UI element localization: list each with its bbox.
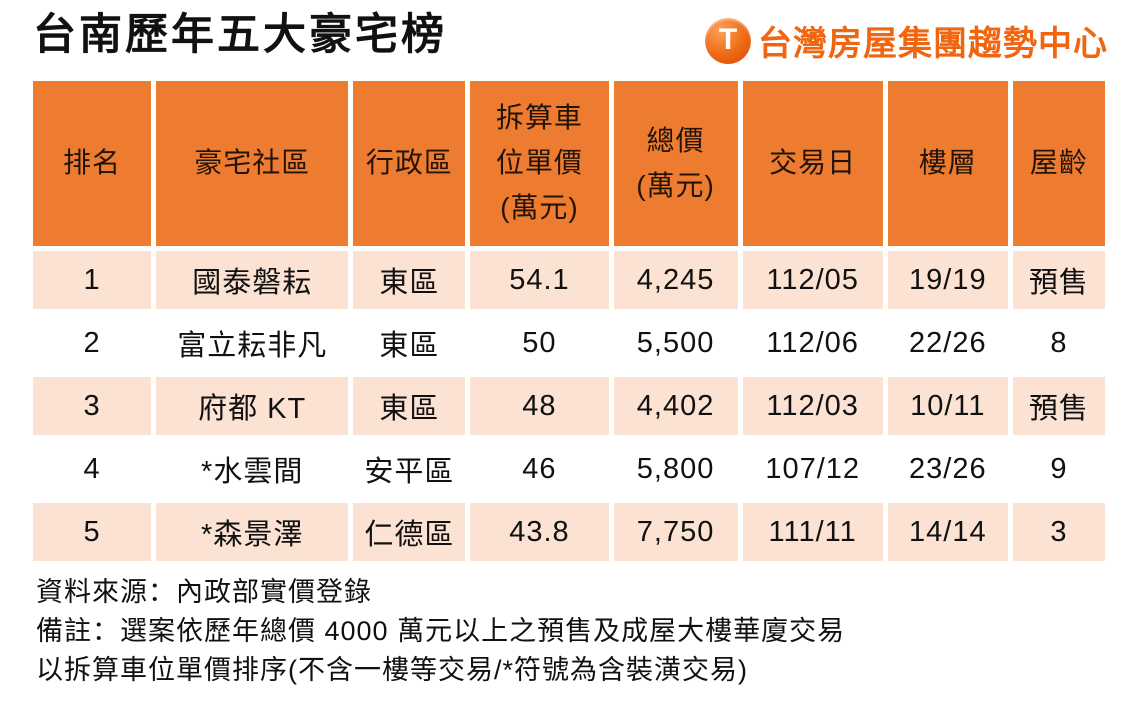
cell-r4-c4: 5,800 <box>613 440 738 498</box>
footnote-3: 以拆算車位單價排序(不含一樓等交易/*符號為含裝潢交易) <box>36 655 748 685</box>
column-header-0: 排名 <box>33 81 152 246</box>
column-header-7: 屋齡 <box>1012 81 1105 246</box>
cell-r3-c7: 預售 <box>1012 377 1105 435</box>
cell-r2-c5: 112/06 <box>742 314 883 372</box>
cell-r1-c6: 19/19 <box>887 251 1008 309</box>
table-body: 1 國泰磐耘 東區 54.1 4,245 112/05 19/19 預售 2 富立耘非凡 東區 50 5… <box>33 251 1105 561</box>
column-header-2: 行政區 <box>353 81 466 246</box>
cell-r5-c5: 111/11 <box>742 503 883 561</box>
cell-r5-c7: 3 <box>1012 503 1105 561</box>
cell-r2-c6: 22/26 <box>887 314 1008 372</box>
table-row-2: 2 富立耘非凡 東區 50 5,500 112/06 22/26 8 <box>33 314 1105 372</box>
cell-r3-c5: 112/03 <box>742 377 883 435</box>
cell-r1-c1: 國泰磐耘 <box>156 251 349 309</box>
footnote-1: 資料來源：內政部實價登錄 <box>36 577 372 607</box>
top-bar: 台南歷年五大豪宅榜 T 台灣房屋集團趨勢中心 <box>0 0 1138 76</box>
brand-logo: T 台灣房屋集團趨勢中心 <box>705 16 1108 65</box>
table-row-1: 1 國泰磐耘 東區 54.1 4,245 112/05 19/19 預售 <box>33 251 1105 309</box>
cell-r5-c3: 43.8 <box>470 503 609 561</box>
table-row-5: 5 *森景澤 仁德區 43.8 7,750 111/11 14/14 3 <box>33 503 1105 561</box>
footnotes: 資料來源：內政部實價登錄備註：選案依歷年總價 4000 萬元以上之預售及成屋大樓… <box>36 573 1138 690</box>
column-header-4: 總價 (萬元) <box>613 81 738 246</box>
cell-r1-c5: 112/05 <box>742 251 883 309</box>
cell-r2-c3: 50 <box>470 314 609 372</box>
column-header-1: 豪宅社區 <box>156 81 349 246</box>
cell-r5-c2: 仁德區 <box>353 503 466 561</box>
cell-r5-c6: 14/14 <box>887 503 1008 561</box>
cell-r4-c3: 46 <box>470 440 609 498</box>
brand-logo-icon: T <box>705 17 751 64</box>
cell-r5-c0: 5 <box>33 503 152 561</box>
cell-r3-c1: 府都 KT <box>156 377 349 435</box>
cell-r1-c0: 1 <box>33 251 152 309</box>
cell-r1-c3: 54.1 <box>470 251 609 309</box>
cell-r3-c4: 4,402 <box>613 377 738 435</box>
cell-r3-c0: 3 <box>33 377 152 435</box>
cell-r1-c7: 預售 <box>1012 251 1105 309</box>
cell-r4-c0: 4 <box>33 440 152 498</box>
page-title: 台南歷年五大豪宅榜 <box>33 11 447 59</box>
cell-r1-c2: 東區 <box>353 251 466 309</box>
brand-logo-text: 台灣房屋集團趨勢中心 <box>758 25 1108 63</box>
cell-r4-c2: 安平區 <box>353 440 466 498</box>
cell-r3-c2: 東區 <box>353 377 466 435</box>
cell-r2-c0: 2 <box>33 314 152 372</box>
infographic: 台南歷年五大豪宅榜 T 台灣房屋集團趨勢中心 排名 豪宅社區 行政區 拆算車 位單價 … <box>0 0 1138 690</box>
ranking-table: 排名 豪宅社區 行政區 拆算車 位單價 (萬元) 總價 (萬元) 交易日 樓層 屋齡 1 國泰磐… <box>28 76 1110 566</box>
cell-r4-c6: 23/26 <box>887 440 1008 498</box>
cell-r4-c1: *水雲間 <box>156 440 349 498</box>
column-header-3: 拆算車 位單價 (萬元) <box>470 81 609 246</box>
cell-r2-c1: 富立耘非凡 <box>156 314 349 372</box>
cell-r2-c2: 東區 <box>353 314 466 372</box>
cell-r3-c3: 48 <box>470 377 609 435</box>
cell-r3-c6: 10/11 <box>887 377 1008 435</box>
cell-r4-c5: 107/12 <box>742 440 883 498</box>
cell-r2-c7: 8 <box>1012 314 1105 372</box>
footnote-2: 備註：選案依歷年總價 4000 萬元以上之預售及成屋大樓華廈交易 <box>36 616 846 646</box>
cell-r1-c4: 4,245 <box>613 251 738 309</box>
cell-r5-c4: 7,750 <box>613 503 738 561</box>
table-row-3: 3 府都 KT 東區 48 4,402 112/03 10/11 預售 <box>33 377 1105 435</box>
table-row-4: 4 *水雲間 安平區 46 5,800 107/12 23/26 9 <box>33 440 1105 498</box>
cell-r5-c1: *森景澤 <box>156 503 349 561</box>
cell-r2-c4: 5,500 <box>613 314 738 372</box>
brand-logo-letter: T <box>718 22 738 56</box>
column-header-5: 交易日 <box>742 81 883 246</box>
header-row: 排名 豪宅社區 行政區 拆算車 位單價 (萬元) 總價 (萬元) 交易日 樓層 屋齡 <box>33 81 1105 246</box>
cell-r4-c7: 9 <box>1012 440 1105 498</box>
column-header-6: 樓層 <box>887 81 1008 246</box>
